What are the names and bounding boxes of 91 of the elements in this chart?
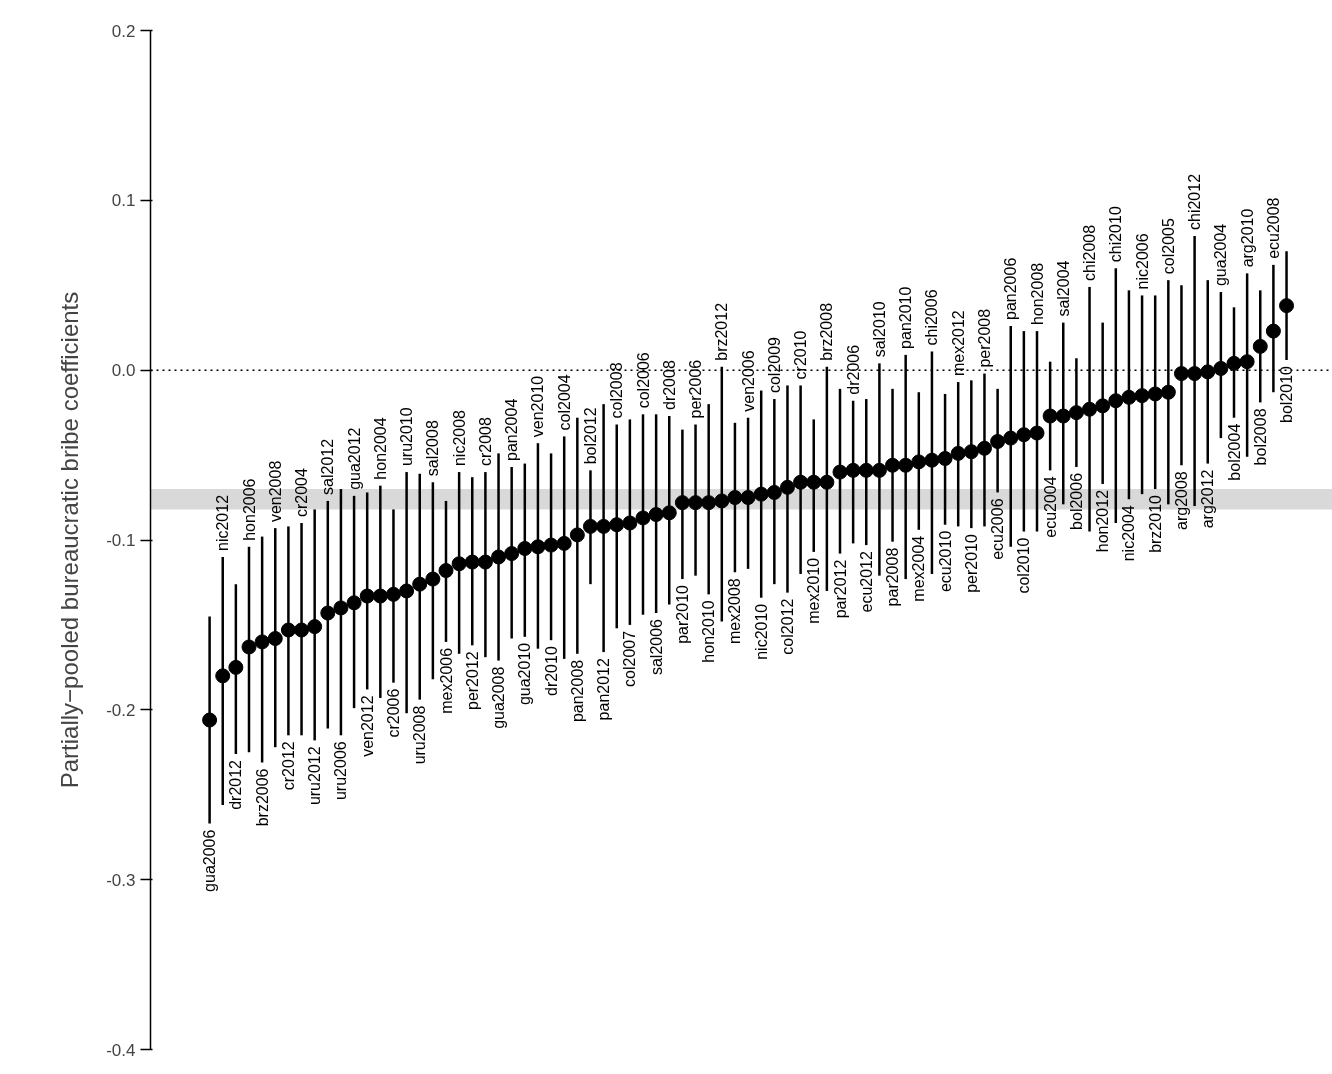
x-tick-label: sal2008 xyxy=(424,420,442,477)
x-tick-label: sal2006 xyxy=(647,618,665,676)
y-tick-label: -0.2 xyxy=(106,700,136,720)
x-tick-label: brz2008 xyxy=(818,302,836,361)
x-tick-label: hon2004 xyxy=(371,417,389,480)
x-tick-label: cr2010 xyxy=(792,330,810,380)
x-tick-label: hon2006 xyxy=(240,478,258,541)
x-tick-label: ven2012 xyxy=(358,695,376,757)
y-tick-label: -0.3 xyxy=(106,870,136,890)
x-tick-label: sal2010 xyxy=(870,301,888,358)
x-tick-label: hon2008 xyxy=(1028,262,1046,326)
x-tick-label: ecu2006 xyxy=(989,498,1007,560)
x-tick-label: ecu2010 xyxy=(936,530,954,593)
x-tick-label: arg2008 xyxy=(1172,471,1190,530)
x-tick-label: hon2012 xyxy=(1094,489,1112,553)
x-tick-label: col2005 xyxy=(1159,218,1177,275)
x-tick-label: cr2008 xyxy=(476,417,494,467)
x-tick-label: chi2010 xyxy=(1107,206,1125,263)
x-tick-label: col2008 xyxy=(608,362,626,419)
x-tick-label: dr2010 xyxy=(542,646,560,697)
x-tick-label: gua2010 xyxy=(516,642,534,706)
x-tick-label: ecu2004 xyxy=(1041,476,1059,538)
x-tick-label: nic2010 xyxy=(752,603,770,660)
x-tick-label: pan2012 xyxy=(595,657,613,721)
x-tick-label: mex2010 xyxy=(805,557,823,624)
x-tick-label: chi2012 xyxy=(1186,173,1204,230)
x-tick-label: col2007 xyxy=(621,630,639,687)
x-tick-label: par2008 xyxy=(884,547,902,607)
x-tick-label: pan2004 xyxy=(503,398,521,461)
y-tick-label: 0.1 xyxy=(111,191,136,211)
x-tick-label: col2010 xyxy=(1015,537,1033,594)
x-tick-label: uru2008 xyxy=(411,705,429,765)
x-tick-label: nic2008 xyxy=(450,409,468,467)
y-tick-label: 0.2 xyxy=(111,21,136,41)
x-tick-label: gua2004 xyxy=(1212,223,1230,287)
x-tick-label: pan2010 xyxy=(897,286,915,349)
x-tick-label: per2008 xyxy=(975,308,993,368)
x-tick-label: ven2010 xyxy=(529,375,547,438)
y-axis-title: Partially−pooled bureaucratic bribe coefficients xyxy=(56,291,84,789)
x-tick-label: chi2006 xyxy=(923,289,941,346)
x-tick-label: nic2006 xyxy=(1133,233,1151,290)
x-tick-label: col2012 xyxy=(778,598,796,655)
x-tick-label: par2010 xyxy=(673,584,691,644)
x-tick-label: nic2004 xyxy=(1120,505,1138,562)
x-tick-label: par2012 xyxy=(831,559,849,619)
x-tick-label: pan2006 xyxy=(1002,257,1020,321)
x-tick-label: per2010 xyxy=(962,534,980,593)
x-tick-label: bol2012 xyxy=(581,407,599,465)
x-tick-label: col2004 xyxy=(555,374,573,431)
x-tick-label: uru2012 xyxy=(306,746,324,806)
x-tick-label: bol2008 xyxy=(1251,408,1269,466)
x-tick-label: brz2010 xyxy=(1146,494,1164,553)
x-tick-label: bol2004 xyxy=(1225,423,1243,481)
x-tick-label: ecu2012 xyxy=(857,550,875,613)
x-tick-label: ven2008 xyxy=(266,460,284,523)
x-tick-label: mex2004 xyxy=(910,535,928,602)
x-tick-label: sal2012 xyxy=(319,438,337,495)
x-tick-label: uru2006 xyxy=(332,741,350,801)
x-tick-label: brz2012 xyxy=(713,302,731,361)
x-tick-label: dr2008 xyxy=(660,360,678,411)
x-tick-label: bol2006 xyxy=(1067,472,1085,530)
x-tick-label: arg2012 xyxy=(1199,469,1217,529)
x-tick-label: ven2006 xyxy=(739,350,757,412)
x-tick-label: col2009 xyxy=(765,336,783,394)
x-tick-label: chi2008 xyxy=(1081,224,1099,281)
x-tick-label: arg2010 xyxy=(1238,208,1256,268)
y-tick-label: -0.4 xyxy=(106,1040,136,1060)
x-tick-label: cr2012 xyxy=(279,741,297,791)
x-tick-label: bol2010 xyxy=(1278,365,1296,423)
x-tick-label: col2006 xyxy=(634,352,652,409)
x-tick-label: nic2012 xyxy=(214,494,232,551)
x-tick-label: dr2012 xyxy=(227,759,245,810)
x-tick-label: cr2004 xyxy=(293,467,311,518)
x-tick-label: per2012 xyxy=(463,651,481,711)
x-tick-label: cr2006 xyxy=(384,688,402,738)
x-tick-label: gua2006 xyxy=(201,829,219,892)
x-tick-label: dr2006 xyxy=(844,344,862,395)
x-tick-label: sal2004 xyxy=(1054,260,1072,317)
x-tick-label: ecu2008 xyxy=(1264,197,1282,259)
x-tick-label: mex2012 xyxy=(949,310,967,377)
x-tick-label: per2006 xyxy=(687,359,705,419)
x-tick-label: hon2010 xyxy=(700,600,718,663)
x-tick-label: uru2010 xyxy=(398,407,416,467)
x-tick-label: pan2008 xyxy=(568,659,586,723)
x-tick-label: gua2012 xyxy=(345,427,363,490)
x-tick-label: mex2008 xyxy=(726,578,744,645)
y-tick-label: 0.0 xyxy=(111,361,136,381)
x-tick-label: gua2008 xyxy=(490,666,508,729)
y-tick-label: -0.1 xyxy=(106,531,136,550)
x-tick-label: mex2006 xyxy=(437,647,455,714)
x-tick-label: brz2006 xyxy=(253,768,271,827)
